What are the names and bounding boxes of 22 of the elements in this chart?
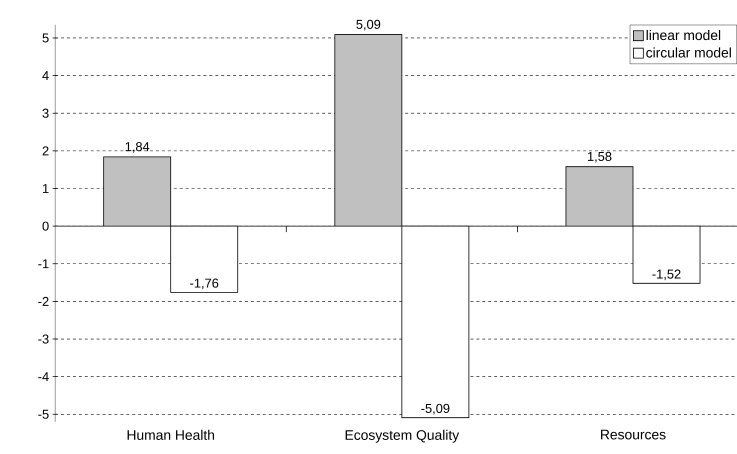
y-tick-label: -2: [38, 297, 48, 306]
data-label: 5,09: [356, 20, 380, 31]
data-label: -1,52: [652, 270, 681, 280]
y-tick-label: -5: [38, 410, 49, 419]
y-tick-label: -4: [38, 372, 49, 382]
data-label: 1,84: [126, 142, 150, 153]
legend-label: linear model: [646, 30, 720, 40]
y-tick-label: 1: [42, 184, 49, 194]
x-tick-label: Ecosystem Quality: [346, 430, 460, 443]
y-tick-label: -3: [38, 334, 49, 344]
data-label: -1,76: [190, 278, 218, 290]
y-tick-label: 2: [42, 146, 48, 156]
y-tick-label: -1: [38, 260, 49, 268]
data-label: -5,09: [421, 404, 450, 415]
y-tick-label: 4: [42, 71, 49, 80]
x-tick-label: Human Health: [128, 430, 214, 440]
y-tick-label: 0: [42, 222, 49, 231]
x-tick-label: Resources: [601, 430, 666, 440]
y-tick-label: 3: [42, 108, 49, 118]
legend-label: circular model: [646, 48, 731, 58]
y-tick-label: 5: [42, 34, 49, 43]
data-label: 1,58: [588, 152, 612, 163]
